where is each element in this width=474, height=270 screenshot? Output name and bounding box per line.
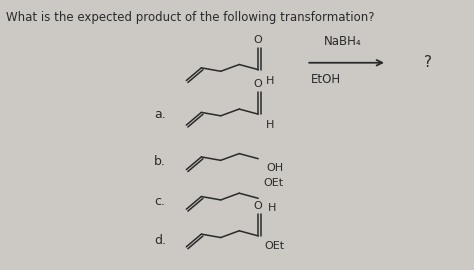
Text: O: O [254, 201, 263, 211]
Text: O: O [254, 35, 263, 45]
Text: H: H [266, 120, 274, 130]
Text: ?: ? [424, 55, 432, 70]
Text: EtOH: EtOH [311, 73, 341, 86]
Text: H: H [266, 76, 274, 86]
Text: O: O [254, 79, 263, 89]
Text: H: H [268, 203, 276, 213]
Text: OEt: OEt [264, 241, 284, 251]
Text: a.: a. [154, 108, 165, 121]
Text: b.: b. [154, 155, 166, 168]
Text: OH: OH [266, 163, 283, 173]
Text: NaBH₄: NaBH₄ [324, 35, 362, 48]
Text: What is the expected product of the following transformation?: What is the expected product of the foll… [6, 11, 375, 24]
Text: d.: d. [154, 234, 166, 247]
Text: OEt: OEt [263, 178, 283, 188]
Text: c.: c. [154, 195, 165, 208]
